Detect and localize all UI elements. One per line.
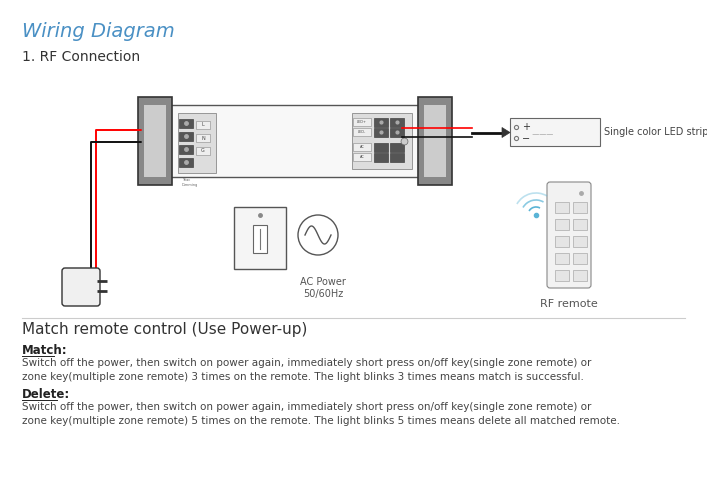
Bar	[555, 219, 569, 230]
Text: 1. RF Connection: 1. RF Connection	[22, 50, 140, 64]
Bar	[573, 253, 587, 264]
Bar	[196, 134, 210, 142]
Bar	[374, 143, 388, 152]
Text: Match:: Match:	[22, 344, 68, 357]
Bar	[353, 118, 371, 126]
Bar	[573, 202, 587, 213]
Bar	[353, 153, 371, 161]
Text: LED-: LED-	[358, 130, 366, 134]
Text: AC: AC	[360, 145, 364, 149]
Bar	[573, 236, 587, 247]
Bar	[390, 128, 404, 137]
Bar	[390, 143, 404, 152]
Bar	[374, 153, 388, 162]
Text: Match remote control (Use Power-up): Match remote control (Use Power-up)	[22, 322, 308, 337]
Bar	[179, 119, 193, 128]
Text: Delete:: Delete:	[22, 388, 70, 401]
Bar	[178, 113, 216, 173]
FancyBboxPatch shape	[547, 182, 591, 288]
Text: Switch off the power, then switch on power again, immediately short press on/off: Switch off the power, then switch on pow…	[22, 402, 620, 426]
Bar	[555, 270, 569, 281]
Text: Triac
Dimming: Triac Dimming	[182, 178, 198, 186]
Text: RF remote: RF remote	[540, 299, 598, 309]
Text: L: L	[201, 123, 204, 127]
Text: Wiring Diagram: Wiring Diagram	[22, 22, 175, 41]
Bar	[353, 143, 371, 151]
Bar	[179, 145, 193, 154]
Bar	[555, 236, 569, 247]
Bar	[573, 270, 587, 281]
Text: N: N	[201, 135, 205, 140]
Bar	[390, 153, 404, 162]
Polygon shape	[502, 127, 510, 137]
Bar	[353, 128, 371, 136]
FancyBboxPatch shape	[138, 97, 172, 185]
Bar	[196, 121, 210, 129]
Bar	[179, 158, 193, 167]
Text: AC Power
50/60Hz: AC Power 50/60Hz	[300, 277, 346, 299]
Bar	[234, 207, 286, 269]
Bar	[374, 118, 388, 127]
Bar	[374, 128, 388, 137]
Bar	[573, 219, 587, 230]
Text: ———: ———	[530, 131, 554, 137]
Bar	[253, 225, 267, 253]
Text: LED+: LED+	[357, 120, 367, 124]
Text: −: −	[522, 134, 530, 144]
Bar	[555, 202, 569, 213]
Bar	[196, 147, 210, 155]
Bar	[510, 118, 600, 146]
Text: G: G	[201, 148, 205, 153]
Bar	[555, 253, 569, 264]
FancyBboxPatch shape	[62, 268, 100, 306]
FancyBboxPatch shape	[424, 105, 446, 177]
Bar	[179, 132, 193, 141]
Text: +: +	[522, 122, 530, 132]
FancyBboxPatch shape	[144, 105, 166, 177]
Bar	[352, 113, 412, 169]
Bar	[390, 118, 404, 127]
FancyBboxPatch shape	[418, 97, 452, 185]
Text: Switch off the power, then switch on power again, immediately short press on/off: Switch off the power, then switch on pow…	[22, 358, 591, 382]
Text: Single color LED strip: Single color LED strip	[604, 127, 707, 137]
FancyBboxPatch shape	[170, 105, 420, 177]
Text: AC: AC	[360, 155, 364, 159]
